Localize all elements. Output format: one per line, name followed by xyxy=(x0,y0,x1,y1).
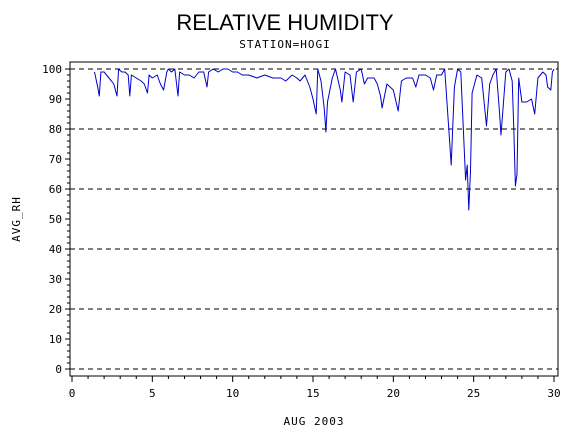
x-tick-label: 5 xyxy=(149,387,156,400)
y-tick-label: 10 xyxy=(49,333,62,346)
gridlines xyxy=(70,68,558,370)
chart-title: RELATIVE HUMIDITY xyxy=(176,10,394,35)
y-tick-label: 60 xyxy=(49,183,62,196)
x-tick-label: 25 xyxy=(467,387,480,400)
y-tick-label: 20 xyxy=(49,303,62,316)
series-line-0 xyxy=(94,68,555,211)
x-tick-label: 15 xyxy=(306,387,319,400)
y-axis-label: AVG_RH xyxy=(10,196,23,242)
x-tick-label: 30 xyxy=(547,387,560,400)
y-tick-label: 0 xyxy=(55,363,62,376)
x-tick-label: 20 xyxy=(387,387,400,400)
series-layer xyxy=(94,68,555,211)
chart-subtitle: STATION=HOGI xyxy=(239,38,330,51)
y-axis: 0 10 20 30 40 50 60 70 80 90 100 xyxy=(42,63,70,376)
y-tick-label: 30 xyxy=(49,273,62,286)
y-tick-label: 40 xyxy=(49,243,62,256)
x-axis-label: AUG 2003 xyxy=(284,415,345,428)
x-tick-label: 10 xyxy=(226,387,239,400)
y-tick-label: 100 xyxy=(42,63,62,76)
x-axis: 0 5 10 15 20 25 30 xyxy=(69,376,561,400)
y-tick-label: 70 xyxy=(49,153,62,166)
y-tick-label: 50 xyxy=(49,213,62,226)
y-tick-label: 90 xyxy=(49,93,62,106)
y-tick-label: 80 xyxy=(49,123,62,136)
x-tick-label: 0 xyxy=(69,387,76,400)
